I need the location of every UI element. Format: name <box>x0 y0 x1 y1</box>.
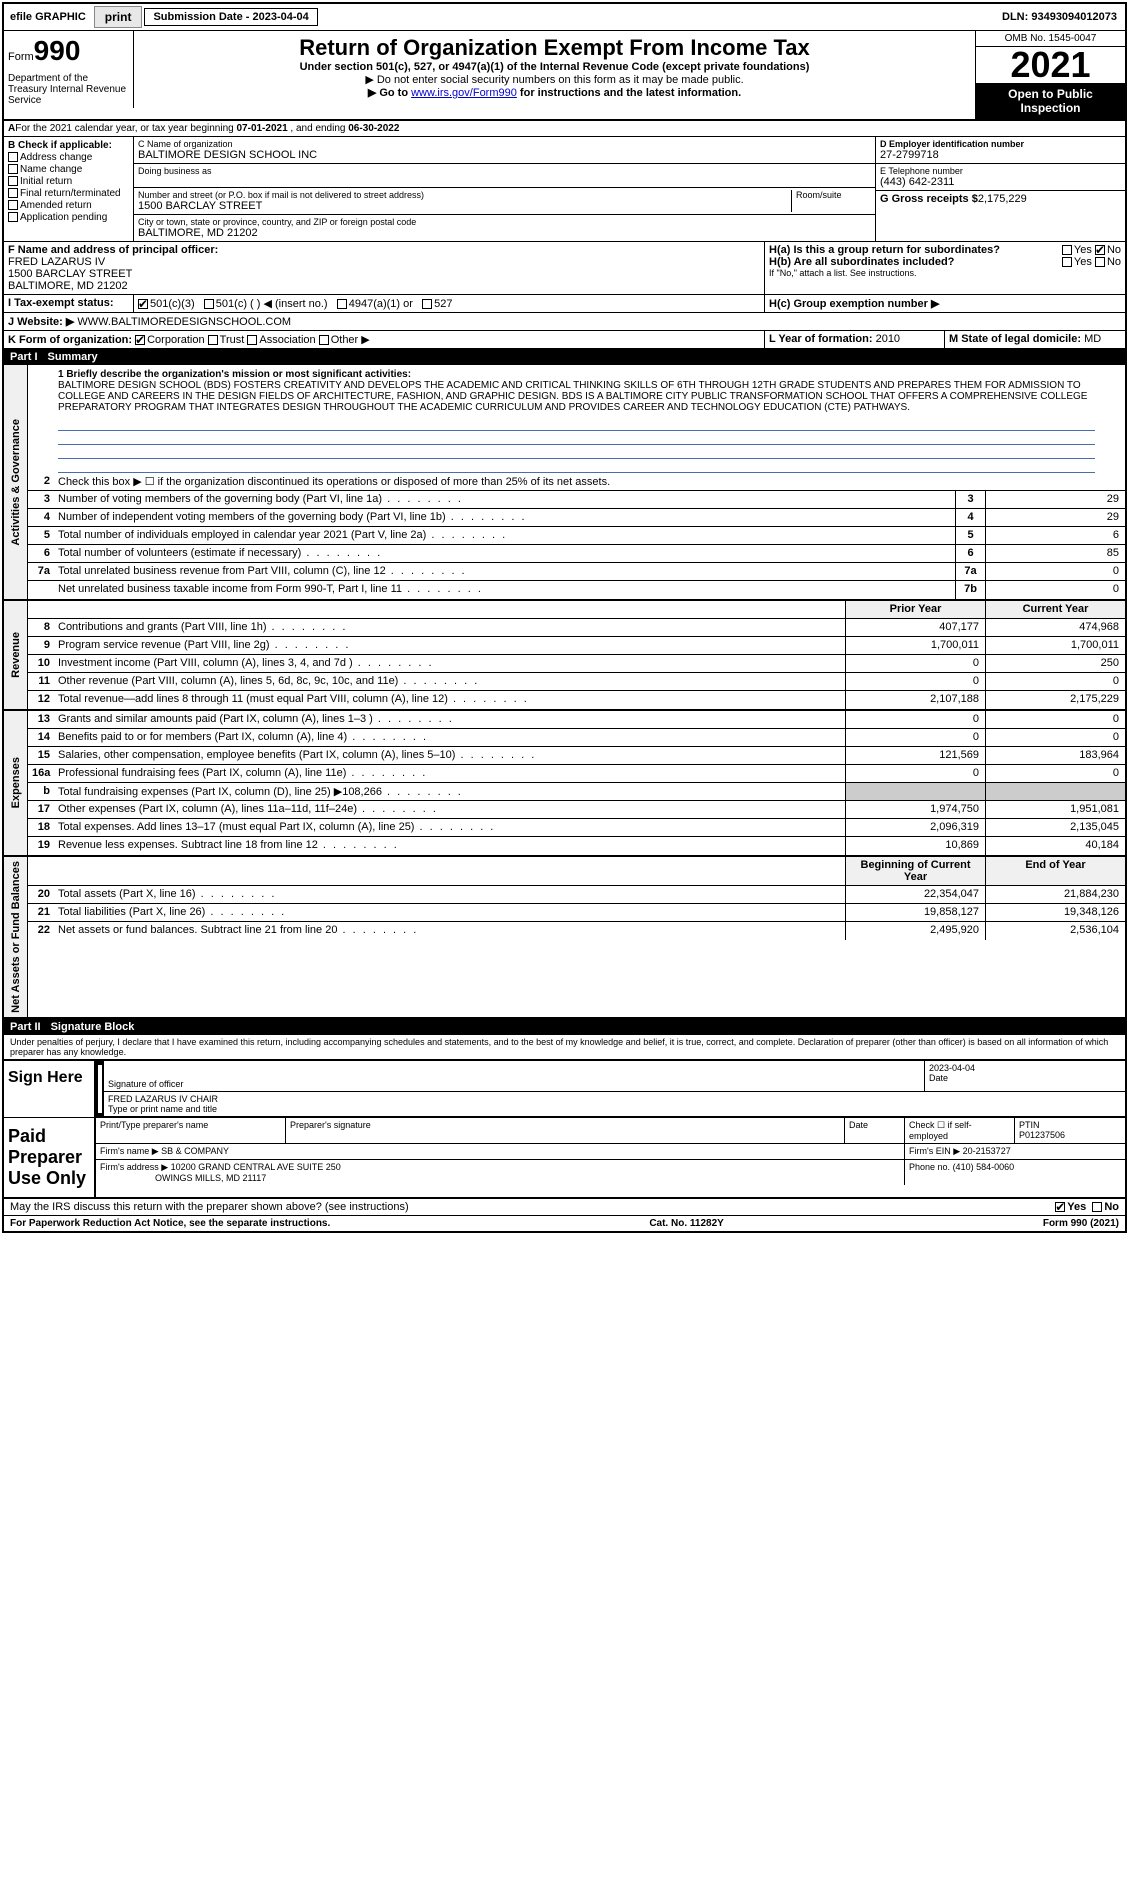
gross-receipts: 2,175,229 <box>978 193 1027 205</box>
form-subtitle: Under section 501(c), 527, or 4947(a)(1)… <box>142 61 967 73</box>
form-number-box: Form990 <box>4 31 134 71</box>
expenses-section: Expenses 13Grants and similar amounts pa… <box>4 711 1125 857</box>
table-row: 7aTotal unrelated business revenue from … <box>28 563 1125 581</box>
table-row: 22Net assets or fund balances. Subtract … <box>28 922 1125 940</box>
officer-sig-name: FRED LAZARUS IV CHAIR <box>108 1094 1121 1104</box>
topbar: efile GRAPHIC print Submission Date - 20… <box>4 4 1125 31</box>
header: Form990 Department of the Treasury Inter… <box>4 31 1125 121</box>
block-bcd: B Check if applicable: Address change Na… <box>4 137 1125 242</box>
table-row: 14Benefits paid to or for members (Part … <box>28 729 1125 747</box>
dln: DLN: 93493094012073 <box>994 9 1125 25</box>
governance-label: Activities & Governance <box>8 415 24 550</box>
table-row: 10Investment income (Part VIII, column (… <box>28 655 1125 673</box>
efile-label: efile GRAPHIC <box>4 9 92 25</box>
table-row: Net unrelated business taxable income fr… <box>28 581 1125 599</box>
col-d: D Employer identification number27-27997… <box>875 137 1125 241</box>
table-row: 15Salaries, other compensation, employee… <box>28 747 1125 765</box>
table-row: 9Program service revenue (Part VIII, lin… <box>28 637 1125 655</box>
netassets-section: Net Assets or Fund Balances Beginning of… <box>4 857 1125 1019</box>
website: WWW.BALTIMOREDESIGNSCHOOL.COM <box>77 316 291 328</box>
print-button[interactable]: print <box>94 6 143 28</box>
submission-date: Submission Date - 2023-04-04 <box>144 8 317 26</box>
table-row: 18Total expenses. Add lines 13–17 (must … <box>28 819 1125 837</box>
table-row: 11Other revenue (Part VIII, column (A), … <box>28 673 1125 691</box>
check-name: Name change <box>8 164 129 175</box>
table-row: 8Contributions and grants (Part VIII, li… <box>28 619 1125 637</box>
form-label: Form <box>8 51 34 63</box>
part1-header: Part I Summary <box>4 349 1125 365</box>
table-row: 21Total liabilities (Part X, line 26)19,… <box>28 904 1125 922</box>
sign-here: Sign Here Signature of officer 2023-04-0… <box>4 1060 1125 1117</box>
irs-link[interactable]: www.irs.gov/Form990 <box>411 87 517 99</box>
ptin: P01237506 <box>1019 1130 1121 1140</box>
part2-header: Part II Signature Block <box>4 1019 1125 1035</box>
check-initial: Initial return <box>8 176 129 187</box>
revenue-section: Revenue Prior YearCurrent Year 8Contribu… <box>4 601 1125 711</box>
form-page: efile GRAPHIC print Submission Date - 20… <box>2 2 1127 1233</box>
governance-section: Activities & Governance 1 Briefly descri… <box>4 365 1125 601</box>
check-amended: Amended return <box>8 200 129 211</box>
row-klm: K Form of organization: Corporation Trus… <box>4 331 1125 349</box>
firm-name: SB & COMPANY <box>161 1146 229 1156</box>
check-pending: Application pending <box>8 212 129 223</box>
discuss-row: May the IRS discuss this return with the… <box>4 1199 1125 1216</box>
tax-year: 2021 <box>976 47 1125 83</box>
city: BALTIMORE, MD 21202 <box>138 227 416 239</box>
mission-block: 1 Briefly describe the organization's mi… <box>28 365 1125 417</box>
table-row: 3Number of voting members of the governi… <box>28 491 1125 509</box>
col-b: B Check if applicable: Address change Na… <box>4 137 134 241</box>
ein: 27-2799718 <box>880 149 1121 161</box>
officer-name: FRED LAZARUS IV <box>8 256 760 268</box>
mission-text: BALTIMORE DESIGN SCHOOL (BDS) FOSTERS CR… <box>58 380 1095 413</box>
col-c: C Name of organizationBALTIMORE DESIGN S… <box>134 137 875 241</box>
check-final: Final return/terminated <box>8 188 129 199</box>
department: Department of the Treasury Internal Reve… <box>4 71 134 108</box>
table-row: bTotal fundraising expenses (Part IX, co… <box>28 783 1125 801</box>
note2: ▶ Go to www.irs.gov/Form990 for instruct… <box>142 86 967 99</box>
row-fh: F Name and address of principal officer:… <box>4 242 1125 295</box>
footer: For Paperwork Reduction Act Notice, see … <box>4 1216 1125 1231</box>
paid-preparer: Paid Preparer Use Only Print/Type prepar… <box>4 1117 1125 1199</box>
table-row: 4Number of independent voting members of… <box>28 509 1125 527</box>
declaration: Under penalties of perjury, I declare th… <box>4 1035 1125 1060</box>
expenses-label: Expenses <box>8 753 24 812</box>
revenue-label: Revenue <box>8 628 24 682</box>
form-number: 990 <box>34 35 81 66</box>
check-address: Address change <box>8 152 129 163</box>
table-row: 5Total number of individuals employed in… <box>28 527 1125 545</box>
open-public: Open to Public Inspection <box>976 83 1125 119</box>
netassets-label: Net Assets or Fund Balances <box>8 857 24 1017</box>
table-row: 16aProfessional fundraising fees (Part I… <box>28 765 1125 783</box>
table-row: 6Total number of volunteers (estimate if… <box>28 545 1125 563</box>
row-j: J Website: ▶ WWW.BALTIMOREDESIGNSCHOOL.C… <box>4 313 1125 331</box>
note1: ▶ Do not enter social security numbers o… <box>142 73 967 86</box>
table-row: 17Other expenses (Part IX, column (A), l… <box>28 801 1125 819</box>
table-row: 12Total revenue—add lines 8 through 11 (… <box>28 691 1125 709</box>
table-row: 13Grants and similar amounts paid (Part … <box>28 711 1125 729</box>
table-row: 19Revenue less expenses. Subtract line 1… <box>28 837 1125 855</box>
form-title: Return of Organization Exempt From Incom… <box>142 35 967 61</box>
street: 1500 BARCLAY STREET <box>138 200 791 212</box>
row-i: I Tax-exempt status: 501(c)(3) 501(c) ( … <box>4 295 1125 313</box>
phone: (443) 642-2311 <box>880 176 1121 188</box>
year-box: OMB No. 1545-0047 2021 Open to Public In… <box>975 31 1125 119</box>
title-box: Return of Organization Exempt From Incom… <box>134 31 975 119</box>
table-row: 20Total assets (Part X, line 16)22,354,0… <box>28 886 1125 904</box>
row-a: AFor the 2021 calendar year, or tax year… <box>4 121 1125 137</box>
org-name: BALTIMORE DESIGN SCHOOL INC <box>138 149 317 161</box>
